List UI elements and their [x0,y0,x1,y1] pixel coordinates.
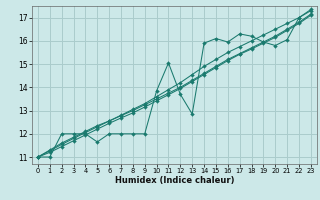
X-axis label: Humidex (Indice chaleur): Humidex (Indice chaleur) [115,176,234,185]
